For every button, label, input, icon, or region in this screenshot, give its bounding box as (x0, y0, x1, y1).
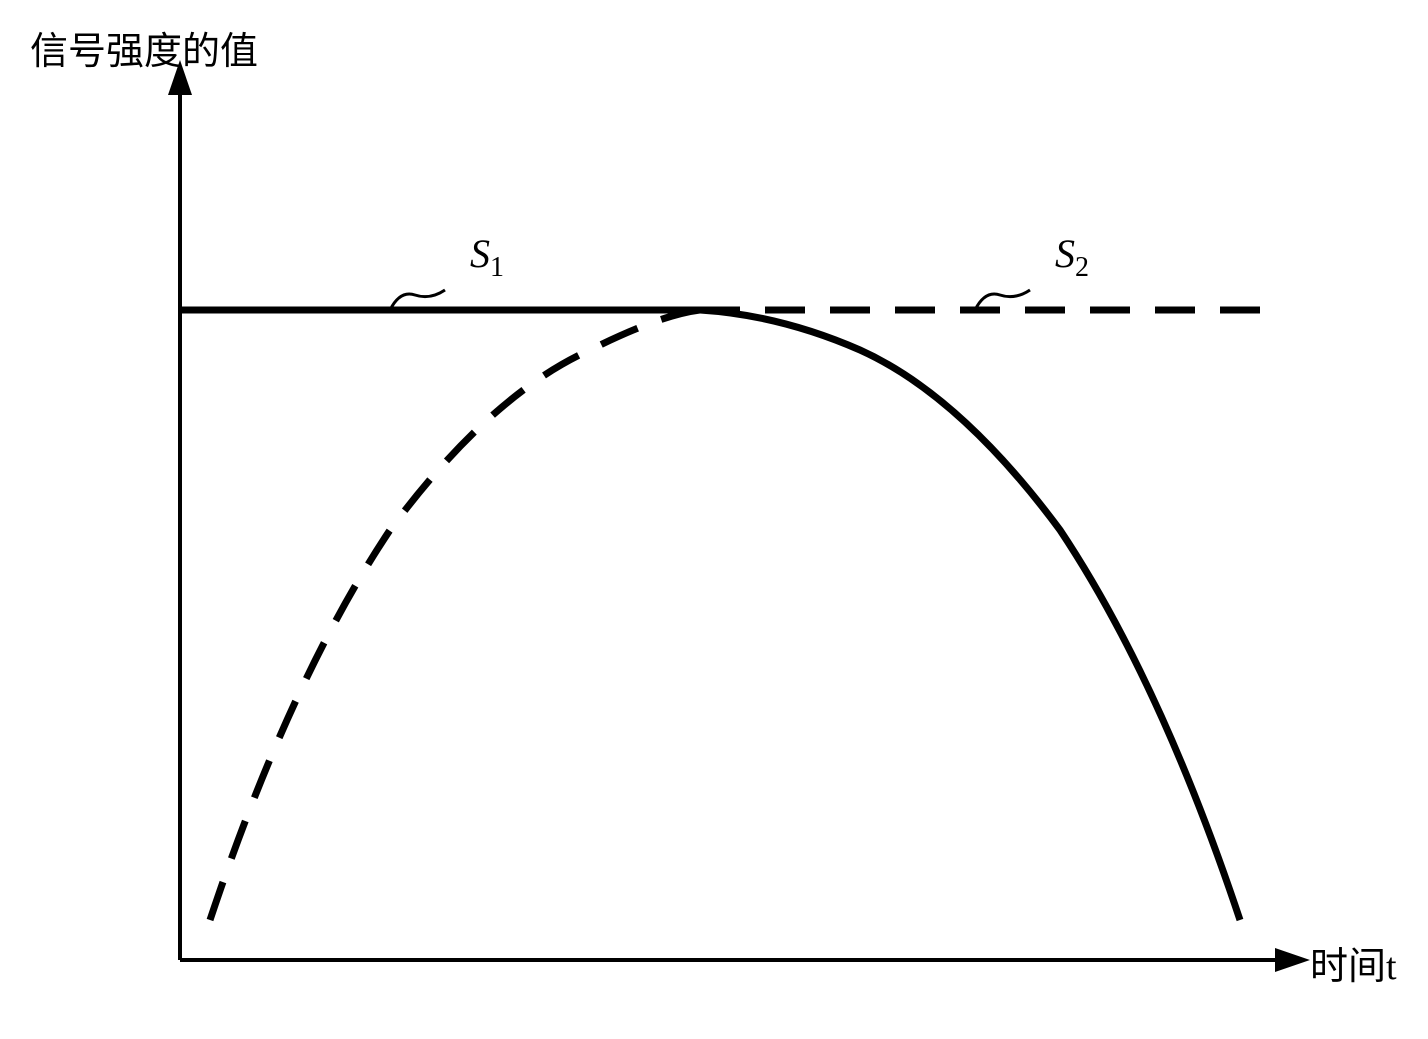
y-axis-label: 信号强度的值 (30, 20, 258, 75)
s1-label-sub: 1 (490, 252, 504, 283)
s2-curve (210, 310, 700, 920)
y-axis-label-text: 信号强度的值 (30, 31, 258, 73)
signal-strength-chart: 信号强度的值 时间t S1 S2 (0, 0, 1428, 1034)
s1-label-main: S (470, 231, 490, 276)
s2-label-sub: 2 (1075, 252, 1089, 283)
s1-curve (700, 310, 1240, 920)
s2-label-main: S (1055, 231, 1075, 276)
s1-label: S1 (470, 230, 504, 284)
x-axis-arrow (1275, 948, 1310, 972)
chart-svg (0, 0, 1428, 1034)
x-axis-label-text: 时间t (1310, 946, 1397, 988)
s2-label: S2 (1055, 230, 1089, 284)
x-axis-label: 时间t (1310, 935, 1397, 990)
